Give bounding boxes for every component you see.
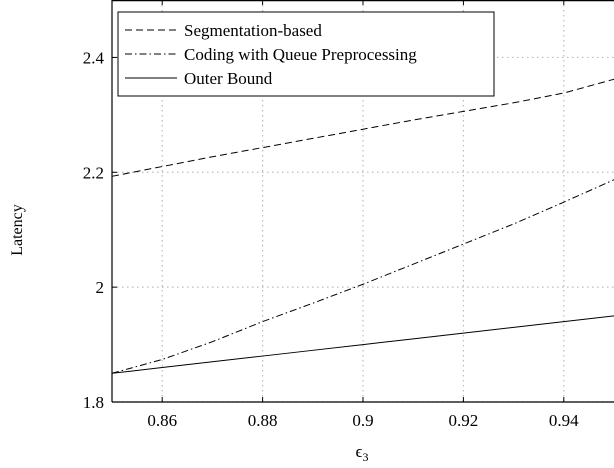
series-lines (111, 78, 614, 374)
legend-label-1: Coding with Queue Preprocessing (184, 45, 417, 64)
x-tick-label-4: 0.94 (549, 411, 579, 430)
x-tick-label-1: 0.88 (248, 411, 278, 430)
x-axis-label: ϵ3 (356, 442, 369, 464)
series-line-0 (111, 78, 614, 177)
x-tick-label-0: 0.86 (147, 411, 177, 430)
x-tick-label-2: 0.9 (352, 411, 373, 430)
y-tick-label-0: 1.8 (83, 393, 104, 412)
series-line-1 (111, 179, 614, 374)
y-tick-label-2: 2.2 (83, 163, 104, 182)
axes (111, 0, 614, 403)
legend-box (117, 11, 495, 97)
x-axis-label-subscript: 3 (362, 450, 368, 464)
x-axis-label-symbol: ϵ (356, 442, 363, 461)
y-axis-label: Latency (9, 204, 26, 256)
legend-label-0: Segmentation-based (184, 21, 322, 40)
y-tick-label-3: 2.4 (83, 48, 105, 67)
y-tick-label-1: 2 (96, 278, 105, 297)
series-line-2 (111, 315, 614, 374)
x-tick-label-3: 0.92 (449, 411, 479, 430)
legend-label-2: Outer Bound (184, 69, 273, 88)
legend: Segmentation-based Coding with Queue Prep… (117, 11, 495, 97)
tick-labels: 0.86 0.88 0.9 0.92 0.94 1.8 2 2.2 2.4 (83, 48, 579, 430)
